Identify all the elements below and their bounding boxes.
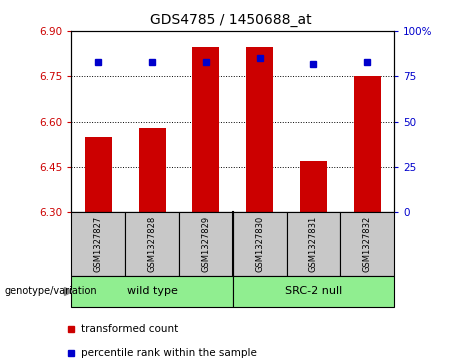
Bar: [71, 212, 125, 276]
Bar: [193, 48, 219, 212]
Text: GSM1327832: GSM1327832: [363, 216, 372, 272]
Bar: [354, 76, 381, 212]
Text: SRC-2 null: SRC-2 null: [285, 286, 342, 296]
Bar: [179, 212, 233, 276]
Text: GSM1327829: GSM1327829: [201, 216, 210, 272]
Text: transformed count: transformed count: [81, 323, 178, 334]
Bar: [139, 128, 165, 212]
Bar: [233, 212, 287, 276]
Bar: [85, 137, 112, 212]
Bar: [125, 212, 179, 276]
Bar: [287, 212, 340, 276]
Text: GSM1327827: GSM1327827: [94, 216, 103, 272]
Text: percentile rank within the sample: percentile rank within the sample: [81, 348, 257, 358]
Text: wild type: wild type: [127, 286, 177, 296]
Bar: [340, 212, 394, 276]
Text: GSM1327830: GSM1327830: [255, 216, 264, 272]
Bar: [233, 276, 394, 307]
Bar: [71, 276, 233, 307]
Text: GSM1327831: GSM1327831: [309, 216, 318, 272]
Text: genotype/variation: genotype/variation: [5, 286, 97, 296]
Bar: [246, 48, 273, 212]
Bar: [300, 161, 327, 212]
Text: GSM1327828: GSM1327828: [148, 216, 157, 272]
Text: GDS4785 / 1450688_at: GDS4785 / 1450688_at: [150, 13, 311, 27]
